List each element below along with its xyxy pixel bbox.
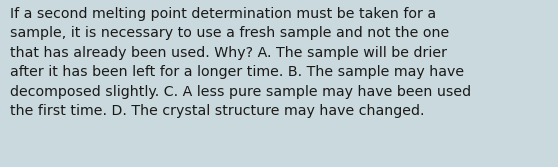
Text: If a second melting point determination must be taken for a
sample, it is necess: If a second melting point determination … — [10, 7, 471, 118]
